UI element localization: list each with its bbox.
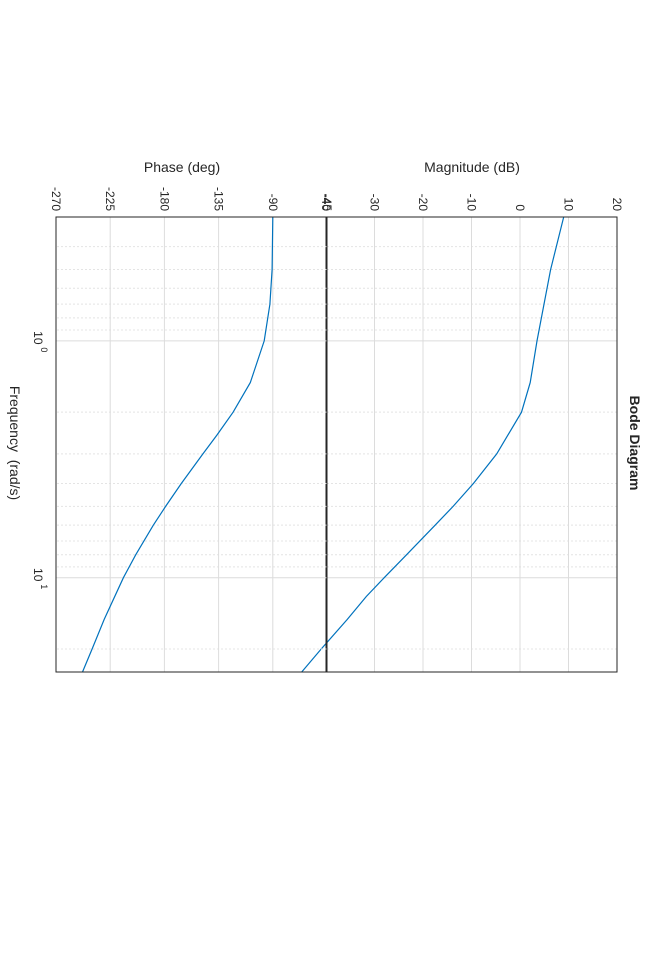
y-tick-label: -20 <box>416 194 430 212</box>
y-tick-label: -270 <box>49 187 63 211</box>
phase-y-label: Phase (deg) <box>144 159 220 175</box>
y-tick-label: -225 <box>103 187 117 211</box>
phase-grid <box>55 216 328 672</box>
x-tick-label: 10 <box>31 568 45 582</box>
phase-y-ticks: -45 -90 -135 -180 -225 -270 <box>49 187 334 211</box>
x-axis-label: Frequency (rad/s) <box>7 386 23 500</box>
y-tick-label: -40 <box>319 194 333 212</box>
y-tick-label: -90 <box>266 194 280 212</box>
x-tick-exponent: 1 <box>39 584 49 589</box>
magnitude-curve <box>301 216 565 673</box>
y-tick-label: -135 <box>212 187 226 211</box>
magnitude-panel: 20 10 0 -10 -20 -30 -40 Magnitude (dB) <box>301 159 624 673</box>
chart-title: Bode Diagram <box>627 396 643 491</box>
phase-x-ticks: 10 0 10 1 <box>31 331 49 589</box>
phase-curve <box>81 216 274 673</box>
y-tick-label: 20 <box>610 198 624 212</box>
phase-panel: -45-90-135-180-225-270 Phase (deg) 10010… <box>7 159 334 673</box>
magnitude-grid <box>325 216 618 672</box>
y-tick-label: 0 <box>513 204 527 211</box>
magnitude-axes-box <box>325 216 618 673</box>
magnitude-y-label: Magnitude (dB) <box>424 159 520 175</box>
magnitude-y-ticks: 20 10 0 -10 -20 -30 -40 <box>319 194 624 212</box>
x-tick-exponent: 0 <box>39 347 49 352</box>
y-tick-label: -45 <box>320 194 334 212</box>
x-tick-label: 10 <box>31 331 45 345</box>
y-tick-label: -180 <box>157 187 171 211</box>
y-tick-label: -30 <box>368 194 382 212</box>
phase-axes-box <box>55 216 328 673</box>
y-tick-label: -10 <box>465 194 479 212</box>
y-tick-label: 10 <box>562 198 576 212</box>
